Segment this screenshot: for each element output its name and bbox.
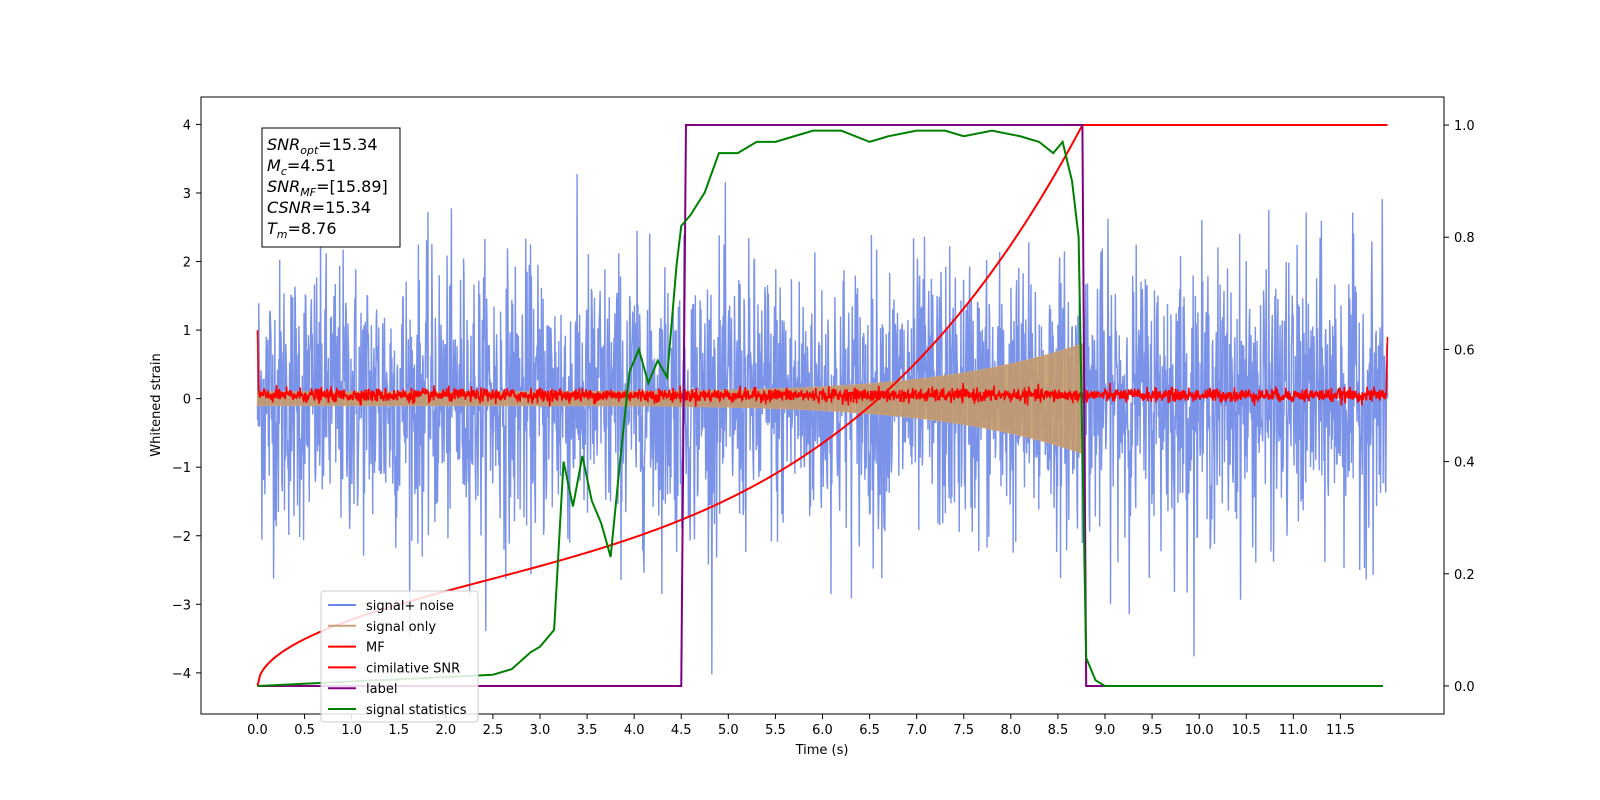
x-tick-label: 2.5 — [483, 723, 504, 738]
x-tick-label: 10.5 — [1232, 723, 1261, 738]
x-tick-label: 4.5 — [671, 723, 692, 738]
y2-tick-label: 0.6 — [1454, 343, 1475, 358]
info-csnr: CSNR=15.34 — [267, 198, 371, 217]
legend-label: MF — [366, 641, 385, 656]
y2-tick-label: 0.8 — [1454, 231, 1475, 246]
info-snr-mf: SNRMF=[15.89] — [267, 177, 388, 199]
y2-tick-label: 0.0 — [1454, 680, 1475, 695]
x-tick-label: 3.0 — [530, 723, 551, 738]
legend-label: cimilative SNR — [366, 661, 460, 676]
x-tick-label: 1.5 — [388, 723, 409, 738]
y-tick-label: 1 — [183, 324, 191, 339]
legend-label: signal statistics — [366, 703, 467, 718]
info-tm: Tm=8.76 — [267, 219, 337, 241]
x-tick-label: 3.5 — [577, 723, 598, 738]
x-axis: 0.0 0.5 1.0 1.5 2.0 2.5 3.0 3.5 4.0 4.5 5.0 5.5 6.0 6… — [247, 714, 1355, 738]
x-tick-label: 4.0 — [624, 723, 645, 738]
series-mf — [256, 330, 1389, 407]
info-mc: Mc=4.51 — [267, 156, 336, 178]
legend: signal+ noise signal only MF cimilative SNR… — [320, 590, 479, 723]
x-axis-label: Time (s) — [795, 743, 849, 758]
x-tick-label: 1.0 — [341, 723, 362, 738]
series-signal-statistics — [257, 129, 1383, 687]
x-tick-label: 7.5 — [953, 723, 974, 738]
info-snr-opt: SNRopt=15.34 — [267, 135, 378, 157]
x-tick-label: 0.0 — [247, 723, 268, 738]
x-tick-label: 11.5 — [1326, 723, 1355, 738]
y-tick-label: −1 — [172, 461, 191, 476]
x-tick-label: 8.5 — [1048, 723, 1069, 738]
x-tick-label: 11.0 — [1279, 723, 1308, 738]
info-box: SNRopt=15.34 Mc=4.51 SNRMF=[15.89] CSNR=… — [261, 127, 401, 248]
series-signal-noise — [256, 174, 1389, 675]
plot-area — [256, 124, 1389, 687]
x-tick-label: 5.5 — [765, 723, 786, 738]
y2-tick-label: 0.4 — [1454, 456, 1475, 471]
x-tick-label: 8.0 — [1000, 723, 1021, 738]
legend-frame — [320, 590, 479, 723]
legend-label: label — [366, 682, 397, 697]
x-tick-label: 6.0 — [812, 723, 833, 738]
x-tick-label: 0.5 — [294, 723, 315, 738]
y-tick-label: 4 — [183, 118, 191, 133]
y-axis-left: 4 3 2 1 0 −1 −2 −3 −4 — [172, 118, 201, 682]
legend-label: signal only — [366, 620, 436, 635]
x-tick-label: 5.0 — [718, 723, 739, 738]
y-tick-label: −4 — [172, 667, 191, 682]
y-tick-label: −2 — [172, 530, 191, 545]
legend-label: signal+ noise — [366, 599, 454, 614]
y-tick-label: 3 — [183, 187, 191, 202]
x-tick-label: 10.0 — [1185, 723, 1214, 738]
y-tick-label: 0 — [183, 393, 191, 408]
y2-tick-label: 0.2 — [1454, 568, 1475, 583]
x-tick-label: 2.0 — [435, 723, 456, 738]
x-tick-label: 6.5 — [859, 723, 880, 738]
x-tick-label: 9.5 — [1142, 723, 1163, 738]
y-axis-label: Whitened strain — [149, 353, 164, 456]
x-tick-label: 7.0 — [906, 723, 927, 738]
y-tick-label: 2 — [183, 256, 191, 271]
y-axis-right: 1.0 0.8 0.6 0.4 0.2 0.0 — [1444, 119, 1475, 695]
x-tick-label: 9.0 — [1095, 723, 1116, 738]
y2-tick-label: 1.0 — [1454, 119, 1475, 134]
y-tick-label: −3 — [172, 598, 191, 613]
